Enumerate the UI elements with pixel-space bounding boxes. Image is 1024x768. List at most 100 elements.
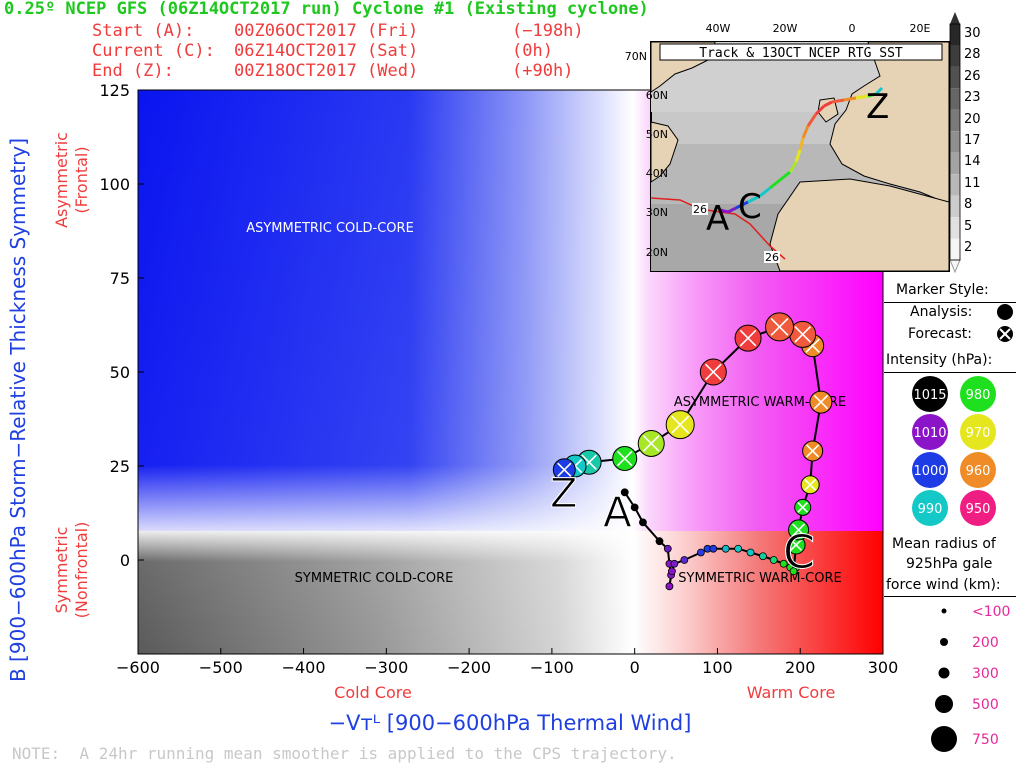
analysis-point-8 <box>668 567 676 576</box>
forecast-point-11 <box>665 410 695 440</box>
analysis-point-17 <box>759 552 767 561</box>
smoother-note: NOTE: A 24hr running mean smoother is ap… <box>12 744 677 763</box>
y-axis-label: B [900−600hPa Storm−Relative Thickness S… <box>6 138 30 682</box>
colorbar-tick-7: 11 <box>964 175 981 191</box>
y-label-asym-2: (Frontal) <box>72 146 91 213</box>
start-date: 00Z06OCT2017 (Fri) <box>234 21 419 41</box>
analysis-point-4 <box>663 544 672 553</box>
x-tick-label-6: 0 <box>630 658 640 677</box>
colorbar-seg-10 <box>950 238 960 260</box>
forecast-point-9 <box>734 324 762 352</box>
legend-radius-line1: Mean radius of <box>892 536 996 552</box>
legend-forecast: Forecast: <box>908 326 972 342</box>
svg-text:300: 300 <box>972 666 999 682</box>
legend-intensity-980: 980 <box>960 376 996 412</box>
legend-intensity-960: 960 <box>960 452 996 488</box>
colorbar-seg-6 <box>950 152 960 175</box>
end-label: End (Z): <box>92 61 174 81</box>
chart-title: 0.25º NCEP GFS (06Z14OCT2017 run) Cyclon… <box>4 0 649 19</box>
legend-symbols: 1015 980 1010 970 1000 960 990 950 <100 200 300 500… <box>912 304 1013 752</box>
y-tick-label-3: 75 <box>110 269 130 288</box>
inset-track-seg-9 <box>798 137 805 151</box>
svg-text:970: 970 <box>966 426 991 441</box>
analysis-point-3 <box>655 537 664 546</box>
legend-intensity-1015: 1015 <box>912 376 948 412</box>
colorbar-seg-3 <box>950 88 960 110</box>
forecast-point-13 <box>612 445 638 471</box>
inset-track-seg-4 <box>759 186 771 198</box>
colorbar-tick-9: 5 <box>964 218 973 234</box>
svg-text:960: 960 <box>966 464 991 479</box>
inset-track-seg-2 <box>735 200 749 210</box>
svg-text:500: 500 <box>972 697 999 713</box>
legend-intensity-1010: 1010 <box>912 414 948 450</box>
analysis-point-1 <box>630 503 639 512</box>
legend-intensity-970: 970 <box>960 414 996 450</box>
svg-text:950: 950 <box>966 502 991 517</box>
inset-track-seg-1 <box>727 206 737 214</box>
forecast-point-0 <box>786 535 806 555</box>
x-tick-label-9: 300 <box>868 658 899 677</box>
inset-track-seg-14 <box>831 98 845 104</box>
legend-radius-1: 200 <box>940 635 999 651</box>
legend-analysis-symbol <box>997 304 1013 320</box>
end-date: 00Z18OCT2017 (Wed) <box>234 61 419 81</box>
inset-marker-a: A <box>706 199 729 239</box>
y-tick-label-0: 0 <box>120 551 130 570</box>
analysis-point-2 <box>639 518 647 527</box>
x-label-cold: Cold Core <box>334 683 412 702</box>
forecast-point-8 <box>765 312 795 342</box>
inset-track-seg-6 <box>779 170 791 182</box>
svg-text:980: 980 <box>966 388 991 403</box>
inset-track-seg-13 <box>823 100 833 108</box>
legend-radius-3: 500 <box>935 695 999 713</box>
colorbar-bottom-arrow <box>949 259 961 274</box>
inset-title: Track & 13OCT NCEP RTG SST <box>699 46 903 61</box>
colorbar-seg-8 <box>950 195 960 218</box>
inset-lat-40n: 40N <box>646 167 668 180</box>
inset-track-seg-7 <box>788 161 798 173</box>
y-tick-label-2: 50 <box>110 363 130 382</box>
colorbar-seg-9 <box>950 217 960 239</box>
inset-track-seg-15 <box>843 96 857 102</box>
x-tick-label-4: −200 <box>447 658 491 677</box>
inset-marker-z: Z <box>866 87 889 127</box>
sst-colorbar <box>949 12 961 274</box>
inset-lat-70n: 70N <box>625 50 647 63</box>
forecast-point-5 <box>809 390 833 414</box>
colorbar-tick-2: 26 <box>964 68 981 84</box>
inset-track-seg-12 <box>814 104 826 116</box>
analysis-point-7 <box>665 582 674 591</box>
colorbar-top-arrow <box>950 12 960 24</box>
inset-lat-50n: 50N <box>646 128 668 141</box>
colorbar-tick-1: 28 <box>964 47 981 63</box>
inset-track-seg-11 <box>806 113 818 127</box>
region-sym-warm: SYMMETRIC WARM-CORE <box>678 571 841 586</box>
legend-intensity-990: 990 <box>912 490 948 526</box>
analysis-point-18 <box>769 556 778 564</box>
colorbar-tick-10: 2 <box>964 240 973 256</box>
inset-track-seg-3 <box>747 194 761 204</box>
x-tick-label-0: −600 <box>116 658 160 677</box>
forecast-point-4 <box>802 440 824 462</box>
region-asym-warm: ASYMMETRIC WARM-CORE <box>674 395 846 410</box>
current-label: Current (C): <box>92 41 215 61</box>
legend-radius-line3: force wind (km): <box>886 577 1001 593</box>
africa-land <box>769 178 950 272</box>
y-tick-label-1: 25 <box>110 457 130 476</box>
legend: Marker Style: Analysis: Forecast: Intens… <box>884 280 1024 760</box>
colorbar-tick-6: 14 <box>964 154 981 170</box>
forecast-point-3 <box>800 475 820 495</box>
inset-track-seg-17 <box>867 92 877 98</box>
end-offset: (+90h) <box>512 61 574 81</box>
analysis-point-10 <box>680 556 689 564</box>
start-label: Start (A): <box>92 21 195 41</box>
svg-text:1010: 1010 <box>913 426 946 441</box>
svg-text:990: 990 <box>918 502 943 517</box>
colorbar-tick-4: 20 <box>964 111 981 127</box>
svg-text:750: 750 <box>972 732 999 748</box>
y-tick-label-4: 100 <box>99 175 130 194</box>
svg-text:<100: <100 <box>972 604 1010 620</box>
colorbar-seg-4 <box>950 109 960 132</box>
